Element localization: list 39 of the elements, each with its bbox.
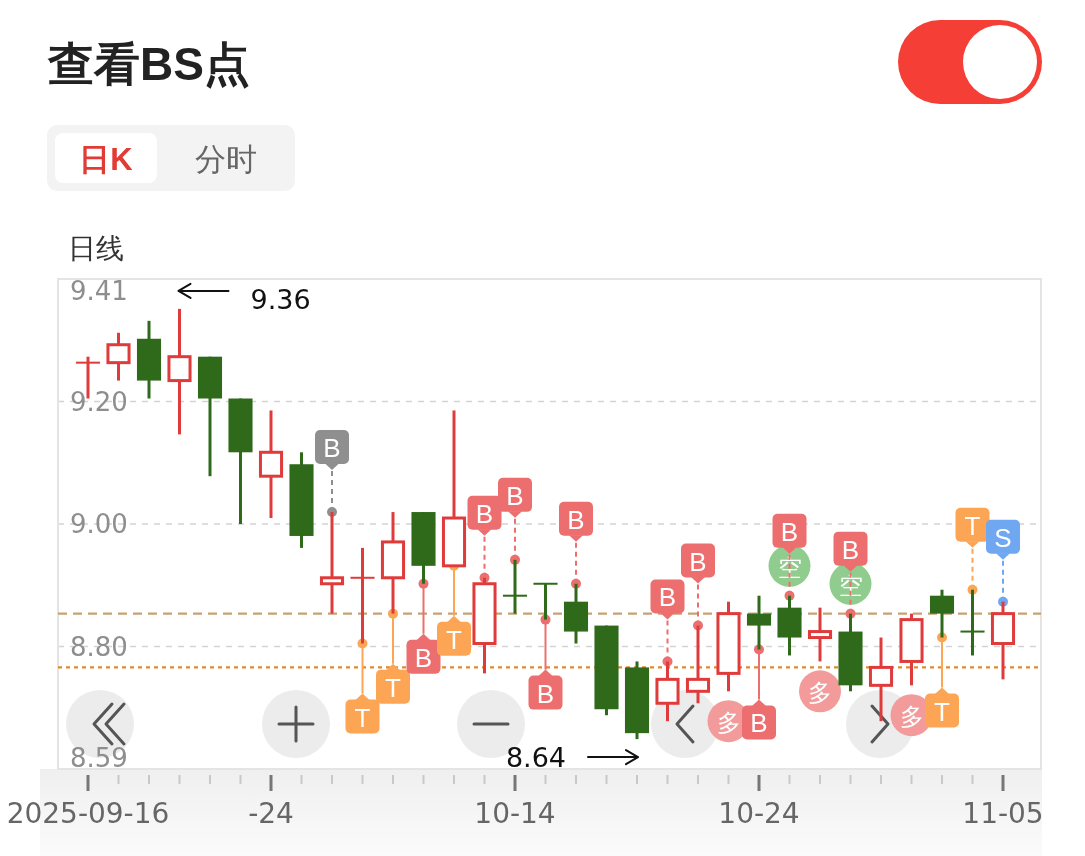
y-tick-label: 8.59 bbox=[70, 743, 128, 773]
data-label: B bbox=[323, 433, 341, 464]
text: 日K bbox=[79, 142, 134, 177]
data-label: 多 bbox=[899, 702, 924, 730]
data-label: B bbox=[536, 678, 555, 709]
y-tick-label: 9.20 bbox=[70, 386, 128, 417]
data-label: S bbox=[994, 522, 1012, 553]
data-label: B bbox=[567, 504, 585, 535]
data-label: T bbox=[385, 672, 402, 703]
data-label: B bbox=[414, 642, 433, 673]
data-label: 多 bbox=[716, 708, 741, 736]
data-label: B bbox=[506, 480, 524, 511]
data-label: B bbox=[750, 708, 768, 739]
y-tick-label: 8.80 bbox=[70, 631, 128, 662]
chart-title: 查看BS点 bbox=[47, 38, 250, 90]
x-tick-label: 10-14 bbox=[474, 797, 556, 830]
x-tick-label: 2025-09-16 bbox=[6, 797, 170, 830]
data-label: B bbox=[475, 498, 494, 529]
data-label: 空 bbox=[777, 553, 802, 581]
data-label: 多 bbox=[808, 678, 832, 706]
data-label: T bbox=[354, 702, 371, 733]
y-tick-label: 9.41 bbox=[70, 276, 128, 306]
data-label: B bbox=[841, 534, 860, 565]
y-tick-label: 9.00 bbox=[70, 509, 128, 539]
data-label: B bbox=[780, 516, 799, 547]
data-label: T bbox=[446, 624, 463, 655]
x-tick-label: 11-05 bbox=[962, 797, 1044, 830]
data-label: T bbox=[934, 696, 951, 727]
text: 分时 bbox=[195, 142, 257, 177]
chart-subtitle: 日线 bbox=[68, 233, 124, 264]
x-tick-label: -24 bbox=[248, 797, 294, 830]
x-tick-label: 10-24 bbox=[718, 797, 800, 830]
annotation: 9.36 bbox=[250, 283, 311, 315]
data-label: 空 bbox=[838, 571, 863, 599]
annotation: 8.64 bbox=[505, 741, 566, 773]
data-label: B bbox=[689, 546, 707, 577]
signal-badge: 多 bbox=[799, 670, 841, 713]
data-label: T bbox=[964, 510, 981, 541]
data-label: B bbox=[658, 582, 677, 613]
